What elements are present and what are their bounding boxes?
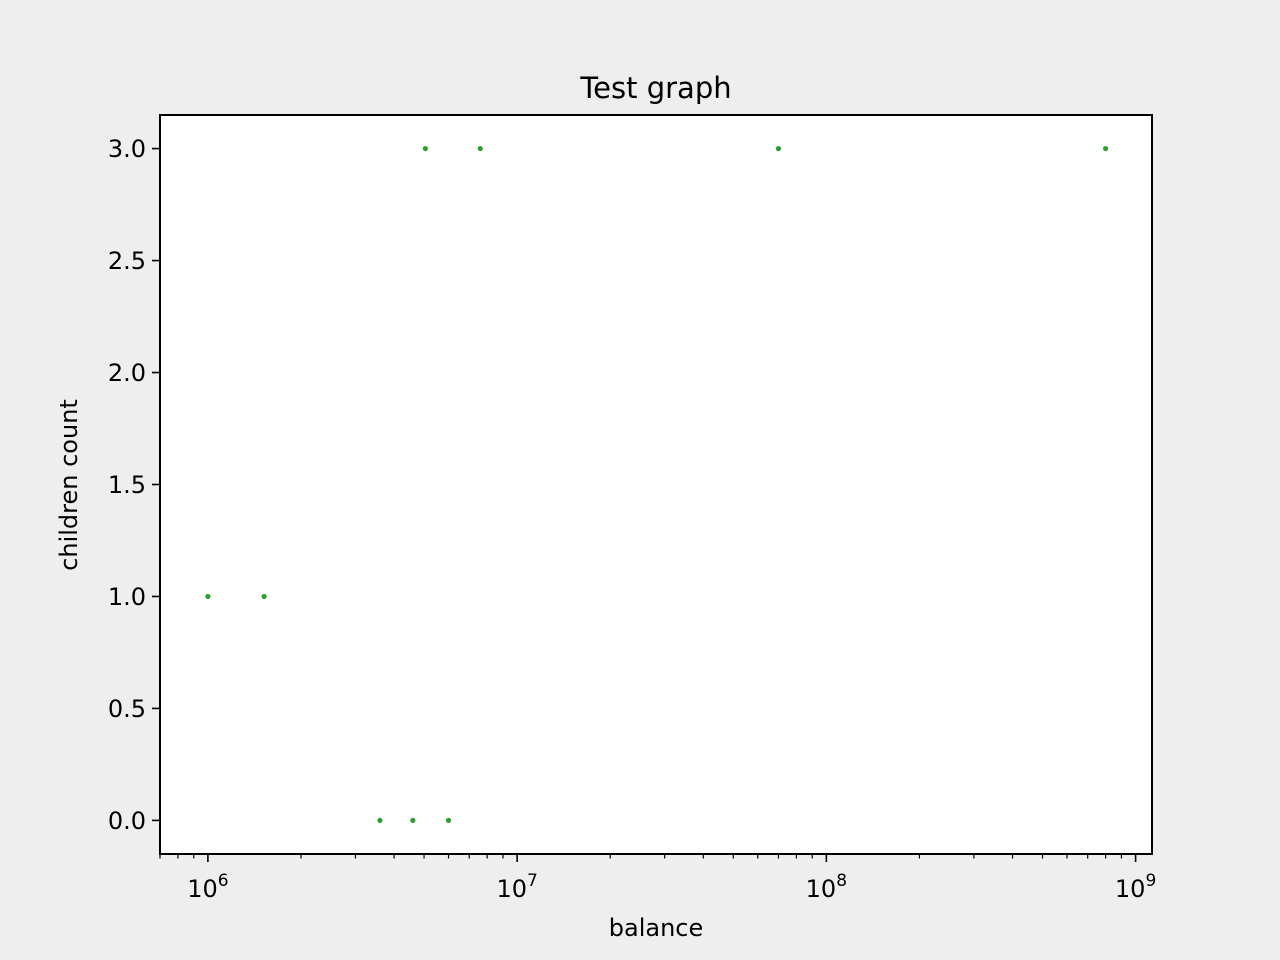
x-tick-label-exponent: 6 — [218, 871, 229, 891]
y-tick-label: 1.0 — [108, 583, 146, 611]
chart-title: Test graph — [579, 71, 731, 105]
y-tick-label: 2.0 — [108, 359, 146, 387]
x-tick-label: 108 — [806, 871, 847, 903]
x-tick-label-exponent: 8 — [836, 871, 847, 891]
x-tick-label: 107 — [496, 871, 537, 903]
scatter-point — [1103, 145, 1109, 152]
plot-frame — [159, 114, 1153, 855]
y-axis-ticks: 0.0 0.5 1.0 1.5 2.0 2.5 3.0 — [108, 135, 160, 835]
y-tick-label: 3.0 — [108, 135, 146, 163]
scatter-point — [410, 817, 416, 824]
data-points — [205, 145, 1109, 824]
y-tick-label: 0.5 — [108, 695, 146, 723]
x-tick-label-base: 10 — [496, 875, 527, 903]
scatter-point — [775, 145, 782, 152]
plot-area — [160, 115, 1152, 854]
x-axis-label: balance — [609, 914, 704, 942]
y-tick-label: 0.0 — [108, 807, 146, 835]
y-tick-label: 1.5 — [108, 471, 146, 499]
y-tick-label: 2.5 — [108, 247, 146, 275]
y-axis-label: children count — [55, 399, 83, 571]
x-tick-label-base: 10 — [806, 875, 837, 903]
x-tick-label-base: 10 — [187, 875, 218, 903]
x-tick-label-base: 10 — [1115, 875, 1146, 903]
x-tick-label: 109 — [1115, 871, 1156, 903]
scatter-point — [477, 145, 483, 152]
x-tick-label-exponent: 7 — [527, 871, 538, 891]
x-tick-label: 106 — [187, 871, 228, 903]
x-axis-ticks: 106 107 108 109 — [159, 854, 1156, 903]
scatter-point — [377, 817, 383, 824]
x-tick-label-exponent: 9 — [1145, 871, 1156, 891]
scatter-point — [422, 145, 428, 152]
scatter-point — [205, 593, 211, 600]
scatter-point — [261, 593, 267, 600]
scatter-point — [445, 817, 452, 824]
